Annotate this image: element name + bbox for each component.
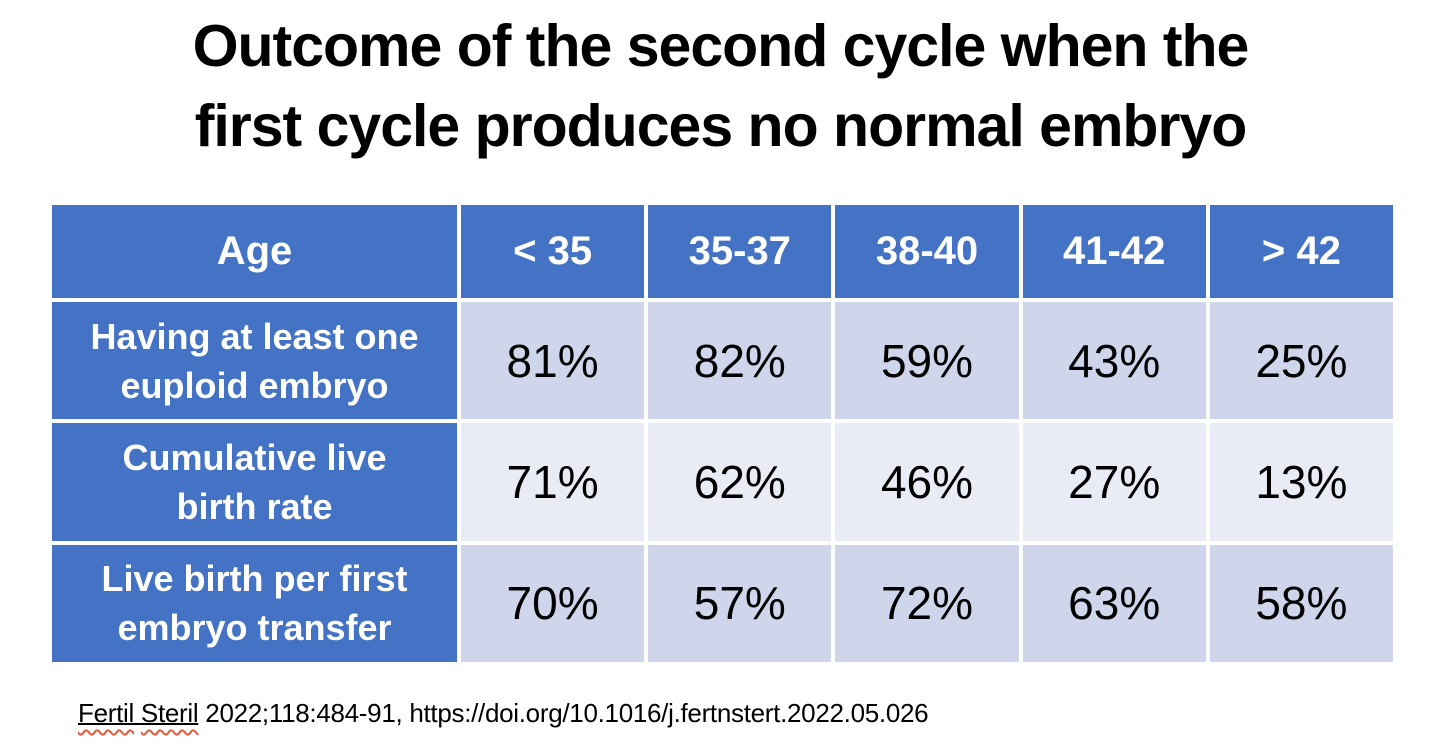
table-cell-lbfet-gt42: 58% xyxy=(1209,544,1393,662)
row-header-line: Cumulative live xyxy=(122,436,387,478)
outcomes-table: Age < 35 35-37 38-40 41-42 > 42 Having a… xyxy=(52,205,1393,662)
row-header-line: euploid embryo xyxy=(120,364,389,406)
table-cell-lbfet-lt35: 70% xyxy=(461,544,645,662)
table-cell-euploid-38-40: 59% xyxy=(835,302,1019,420)
row-header-line: Live birth per first xyxy=(101,558,408,600)
row-header-euploid-embryo: Having at least one euploid embryo xyxy=(52,302,457,420)
table-cell-clbr-35-37: 62% xyxy=(648,423,832,541)
row-header-line: Having at least one xyxy=(90,315,419,357)
column-header-41-42: 41-42 xyxy=(1022,205,1206,298)
table-cell-lbfet-38-40: 72% xyxy=(835,544,1019,662)
citation-journal-word-2: Steril xyxy=(140,698,199,728)
column-header-age: Age xyxy=(52,205,457,298)
citation-journal-word-1: Fertil xyxy=(78,698,134,728)
table-cell-clbr-lt35: 71% xyxy=(461,423,645,541)
row-header-live-birth-per-transfer: Live birth per first embryo transfer xyxy=(52,544,457,662)
title-line-1: Outcome of the second cycle when the xyxy=(192,13,1250,79)
table-cell-clbr-38-40: 46% xyxy=(835,423,1019,541)
table-cell-euploid-gt42: 25% xyxy=(1209,302,1393,420)
table-cell-clbr-gt42: 13% xyxy=(1209,423,1393,541)
column-header-35-37: 35-37 xyxy=(648,205,832,298)
citation: Fertil Steril 2022;118:484-91, https://d… xyxy=(78,698,929,729)
citation-reference: 2022;118:484-91, https://doi.org/10.1016… xyxy=(198,698,929,728)
slide-title: Outcome of the second cycle when the fir… xyxy=(0,6,1441,166)
column-header-lt35: < 35 xyxy=(461,205,645,298)
table-cell-euploid-lt35: 81% xyxy=(461,302,645,420)
title-line-2: first cycle produces no normal embryo xyxy=(194,93,1248,159)
citation-journal: Fertil Steril xyxy=(78,698,199,728)
table-cell-euploid-41-42: 43% xyxy=(1022,302,1206,420)
table-cell-lbfet-41-42: 63% xyxy=(1022,544,1206,662)
table-cell-clbr-41-42: 27% xyxy=(1022,423,1206,541)
row-header-line: birth rate xyxy=(176,485,333,527)
table-cell-lbfet-35-37: 57% xyxy=(648,544,832,662)
column-header-38-40: 38-40 xyxy=(835,205,1019,298)
table-cell-euploid-35-37: 82% xyxy=(648,302,832,420)
row-header-line: embryo transfer xyxy=(117,607,392,649)
column-header-gt42: > 42 xyxy=(1209,205,1393,298)
row-header-cumulative-live-birth: Cumulative live birth rate xyxy=(52,423,457,541)
